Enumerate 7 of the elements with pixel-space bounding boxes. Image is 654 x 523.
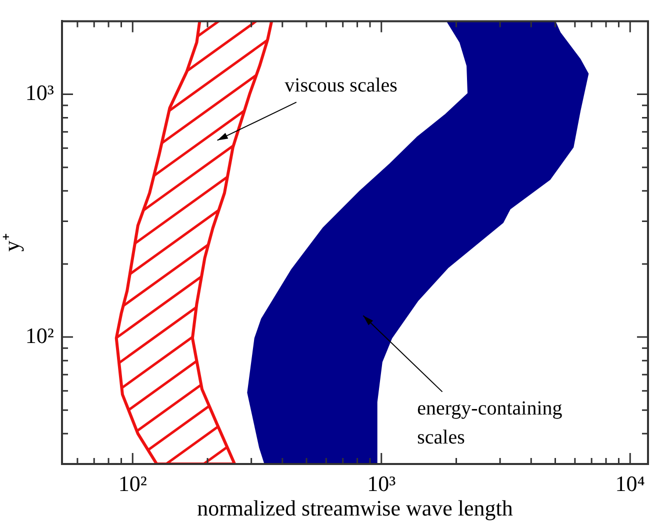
x-tick-label: 10³: [367, 470, 396, 496]
x-tick-label: 10⁴: [615, 470, 646, 496]
y-axis-title: y⁺: [0, 234, 24, 252]
annotation: energy-containing scales: [417, 397, 562, 448]
x-axis-title: normalized streamwise wave length: [197, 496, 513, 521]
x-tick-label: 10²: [118, 470, 148, 496]
annotation: viscous scales: [284, 74, 398, 97]
